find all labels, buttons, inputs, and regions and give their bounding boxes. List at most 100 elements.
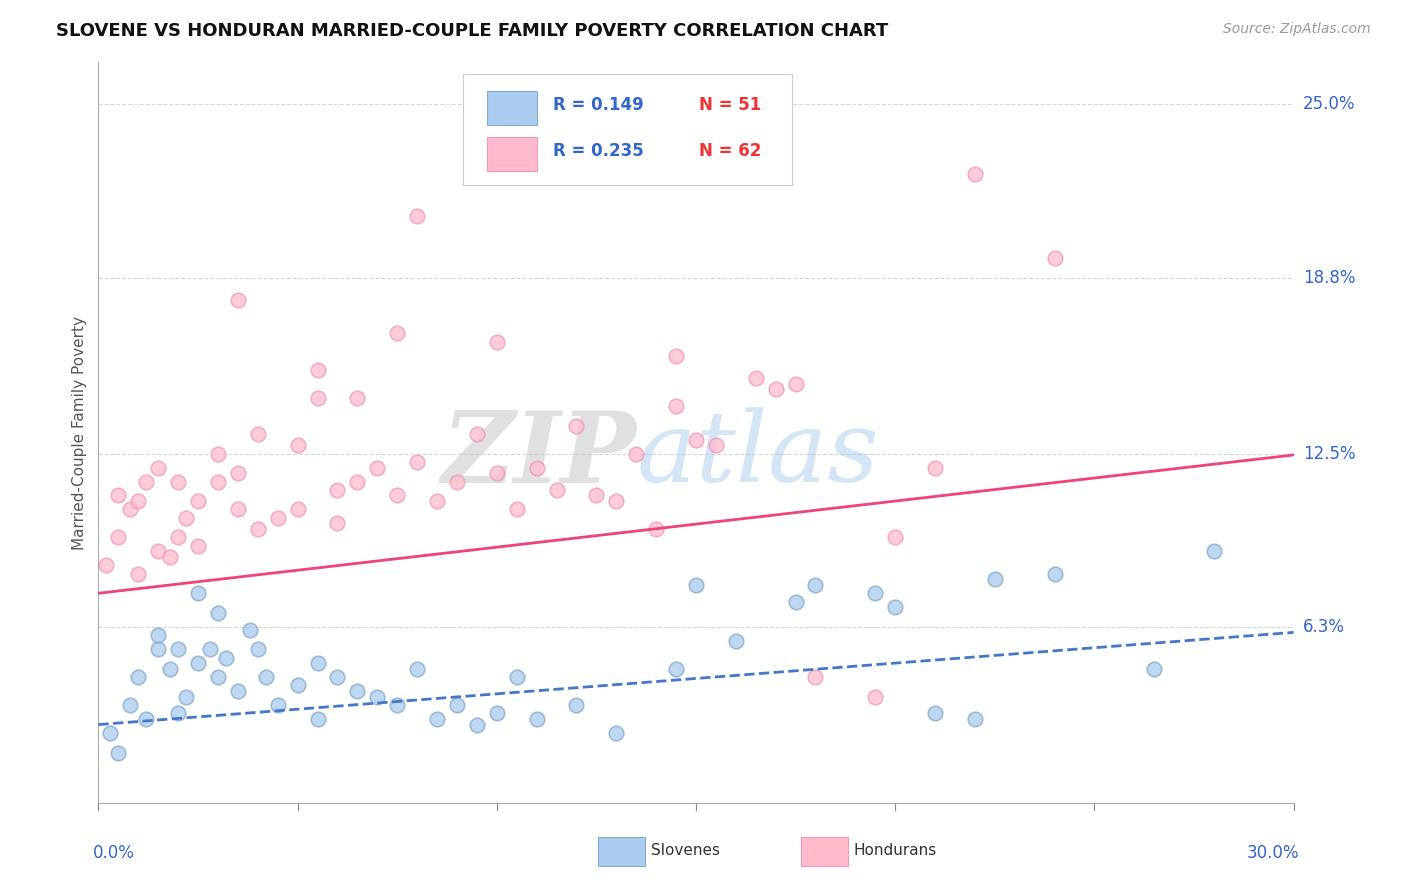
Point	[120, 502, 142, 516]
Point	[226, 293, 249, 307]
Point	[645, 522, 668, 536]
Point	[326, 516, 349, 531]
FancyBboxPatch shape	[598, 837, 644, 866]
Point	[426, 712, 449, 726]
Point	[226, 466, 249, 480]
Point	[565, 418, 588, 433]
Point	[326, 670, 349, 684]
Point	[226, 684, 249, 698]
Point	[246, 642, 269, 657]
Point	[207, 475, 229, 489]
Point	[565, 698, 588, 712]
Point	[96, 558, 118, 573]
Point	[159, 549, 181, 564]
Point	[198, 642, 221, 657]
Text: atlas: atlas	[637, 407, 879, 502]
Point	[135, 475, 157, 489]
Point	[865, 586, 887, 600]
Point	[1143, 662, 1166, 676]
FancyBboxPatch shape	[463, 73, 792, 185]
Text: R = 0.235: R = 0.235	[553, 142, 644, 161]
Point	[187, 494, 209, 508]
FancyBboxPatch shape	[486, 137, 537, 171]
Text: SLOVENE VS HONDURAN MARRIED-COUPLE FAMILY POVERTY CORRELATION CHART: SLOVENE VS HONDURAN MARRIED-COUPLE FAMIL…	[56, 22, 889, 40]
Point	[485, 706, 508, 721]
Text: 0.0%: 0.0%	[93, 844, 135, 862]
Point	[884, 530, 907, 544]
Point	[127, 494, 149, 508]
Point	[804, 578, 827, 592]
Point	[246, 522, 269, 536]
Point	[307, 712, 329, 726]
Point	[465, 717, 488, 731]
Point	[148, 460, 170, 475]
Point	[785, 376, 807, 391]
Point	[506, 502, 529, 516]
Point	[148, 544, 170, 558]
Point	[107, 530, 129, 544]
Point	[785, 594, 807, 608]
Point	[865, 690, 887, 704]
Text: N = 51: N = 51	[699, 96, 762, 114]
Text: Source: ZipAtlas.com: Source: ZipAtlas.com	[1223, 22, 1371, 37]
FancyBboxPatch shape	[486, 91, 537, 125]
Point	[605, 726, 627, 740]
Point	[1043, 251, 1066, 265]
Point	[526, 712, 548, 726]
Point	[984, 572, 1007, 586]
Point	[685, 433, 707, 447]
Point	[526, 460, 548, 475]
Point	[485, 334, 508, 349]
Point	[406, 662, 429, 676]
Text: Hondurans: Hondurans	[853, 844, 936, 858]
Point	[485, 466, 508, 480]
Point	[585, 488, 607, 502]
Point	[207, 446, 229, 460]
Point	[127, 670, 149, 684]
Point	[159, 662, 181, 676]
Text: 12.5%: 12.5%	[1303, 444, 1355, 463]
Point	[120, 698, 142, 712]
Point	[804, 670, 827, 684]
Point	[366, 460, 388, 475]
Point	[107, 488, 129, 502]
Point	[174, 511, 197, 525]
Point	[287, 678, 309, 692]
Point	[385, 698, 409, 712]
Point	[148, 642, 170, 657]
Point	[605, 494, 627, 508]
Point	[546, 483, 568, 497]
Point	[207, 606, 229, 620]
Point	[1043, 566, 1066, 581]
Point	[98, 726, 122, 740]
Point	[187, 539, 209, 553]
Text: Slovenes: Slovenes	[651, 844, 720, 858]
Text: 6.3%: 6.3%	[1303, 618, 1346, 636]
Point	[884, 600, 907, 615]
Point	[1202, 544, 1225, 558]
Point	[167, 530, 190, 544]
Point	[226, 502, 249, 516]
Point	[254, 670, 277, 684]
Point	[148, 628, 170, 642]
Point	[765, 382, 787, 396]
Point	[406, 455, 429, 469]
Point	[167, 475, 190, 489]
Text: 25.0%: 25.0%	[1303, 95, 1355, 113]
Y-axis label: Married-Couple Family Poverty: Married-Couple Family Poverty	[72, 316, 87, 549]
Point	[346, 391, 368, 405]
Point	[963, 167, 986, 181]
Point	[207, 670, 229, 684]
Point	[626, 446, 648, 460]
Point	[665, 662, 688, 676]
Point	[307, 656, 329, 670]
Point	[446, 475, 468, 489]
Point	[924, 706, 946, 721]
Point	[187, 586, 209, 600]
Point	[406, 209, 429, 223]
Point	[685, 578, 707, 592]
Point	[174, 690, 197, 704]
FancyBboxPatch shape	[801, 837, 848, 866]
Point	[665, 399, 688, 413]
Point	[465, 427, 488, 442]
